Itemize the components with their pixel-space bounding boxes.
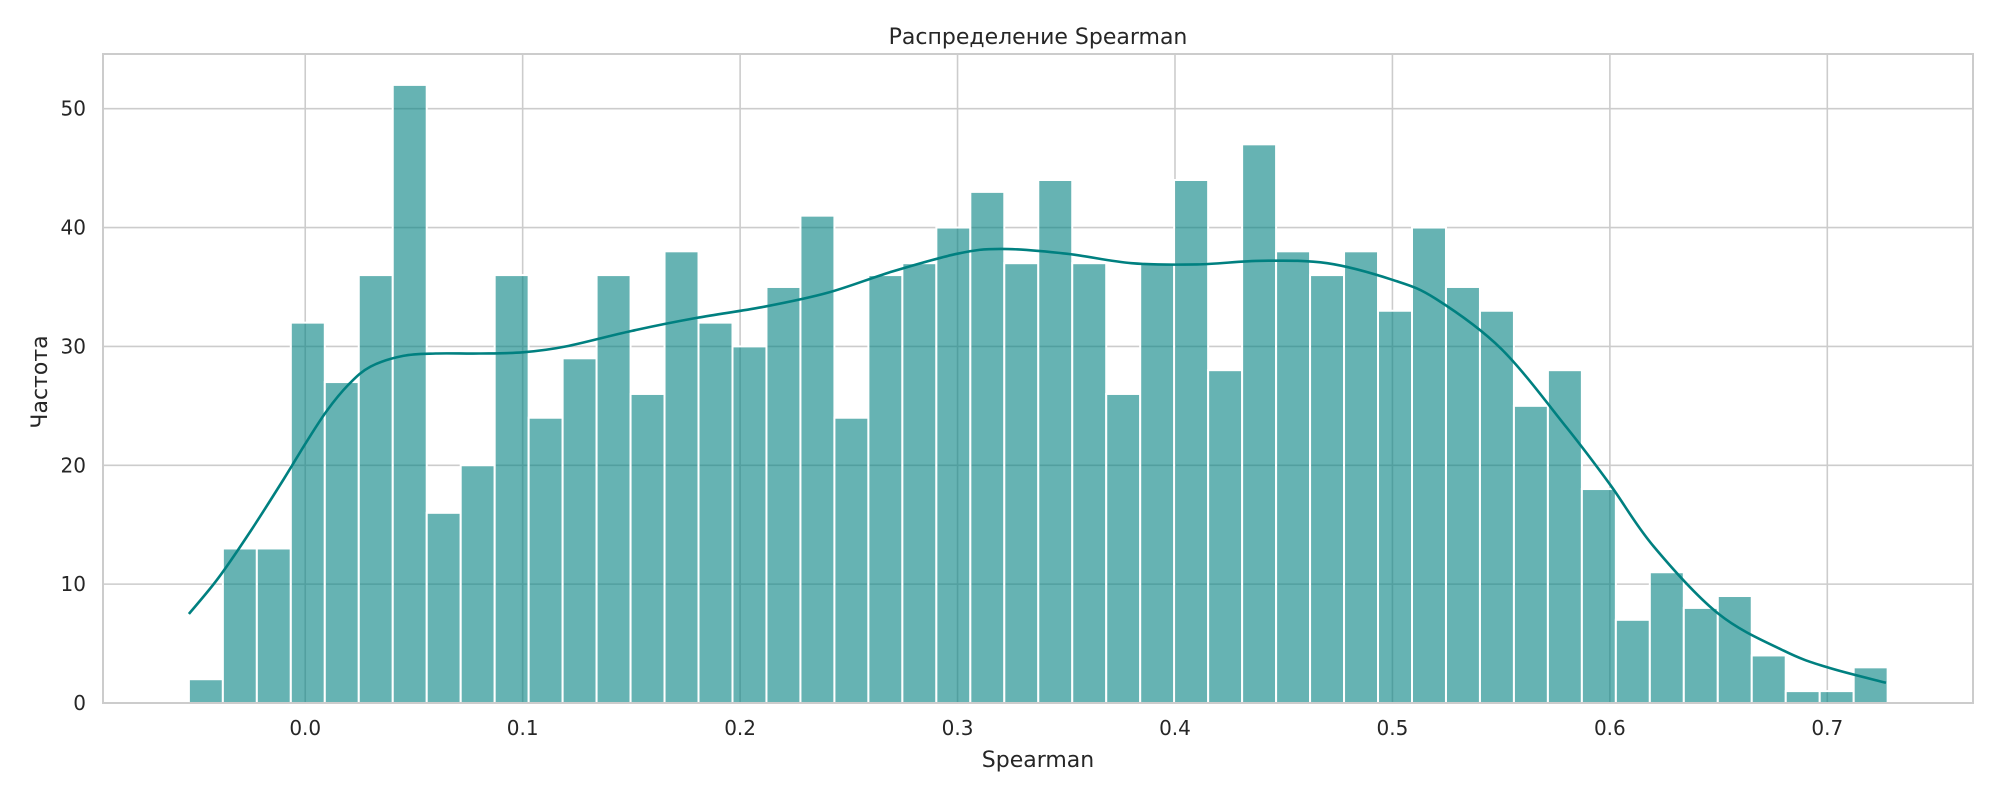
histogram-bar bbox=[629, 392, 666, 704]
y-tick-label: 20 bbox=[61, 453, 86, 477]
histogram-bar bbox=[1139, 262, 1176, 704]
histogram-bar bbox=[1003, 262, 1040, 704]
histogram-bar bbox=[1512, 404, 1549, 704]
x-tick-label: 0.2 bbox=[724, 716, 756, 740]
histogram-bar bbox=[1105, 392, 1142, 704]
x-tick-label: 0.0 bbox=[289, 716, 321, 740]
kde-curve bbox=[187, 247, 1887, 685]
histogram-bar bbox=[1411, 226, 1447, 705]
histogram-bar bbox=[799, 214, 836, 704]
x-tick-labels: 0.0 0.1 0.2 0.3 0.4 0.5 0.6 0.7 bbox=[289, 716, 1843, 740]
x-axis-label: Spearman bbox=[982, 748, 1094, 773]
histogram-bar bbox=[187, 678, 224, 705]
y-tick-label: 30 bbox=[61, 334, 86, 358]
histogram-bar bbox=[1682, 606, 1719, 705]
histogram-bar bbox=[697, 321, 734, 704]
histogram-bar bbox=[255, 547, 292, 704]
histogram-bar bbox=[1818, 690, 1855, 704]
chart-title: Распределение Spearman bbox=[889, 25, 1188, 50]
histogram-bar bbox=[969, 190, 1006, 704]
histogram-bar bbox=[357, 274, 394, 704]
histogram-bar bbox=[765, 285, 802, 704]
histogram-bar bbox=[901, 262, 938, 704]
x-tick-label: 0.5 bbox=[1377, 716, 1409, 740]
histogram-bar bbox=[1071, 262, 1108, 704]
histogram-bar bbox=[731, 345, 768, 704]
histogram-bar bbox=[1377, 309, 1413, 704]
x-tick-label: 0.6 bbox=[1594, 716, 1626, 740]
histogram-bar bbox=[1444, 285, 1481, 704]
y-tick-label: 0 bbox=[73, 691, 86, 715]
histogram-bar bbox=[1852, 666, 1889, 704]
histogram-bar bbox=[459, 464, 496, 704]
histogram-bar bbox=[1546, 369, 1583, 704]
histogram-bar bbox=[425, 511, 462, 704]
histogram-bar bbox=[527, 416, 564, 704]
histogram-bar bbox=[1784, 690, 1821, 704]
x-tick-label: 0.4 bbox=[1159, 716, 1191, 740]
x-tick-label: 0.1 bbox=[507, 716, 539, 740]
histogram-bar bbox=[1037, 178, 1074, 704]
histogram-bar bbox=[1241, 143, 1278, 705]
histogram-bar bbox=[1478, 309, 1515, 704]
histogram-bar bbox=[323, 381, 360, 704]
histogram-bar bbox=[935, 226, 972, 705]
histogram-bar bbox=[1343, 250, 1380, 704]
histogram-bar bbox=[1275, 250, 1312, 704]
x-tick-label: 0.3 bbox=[942, 716, 974, 740]
histogram-bar bbox=[1716, 595, 1753, 704]
y-tick-label: 40 bbox=[61, 216, 86, 240]
histogram-bar bbox=[833, 416, 870, 704]
histogram-bar bbox=[1173, 178, 1210, 704]
histogram-bar bbox=[493, 274, 530, 704]
histogram-bar bbox=[221, 547, 258, 704]
y-tick-labels: 0 10 20 30 40 50 bbox=[61, 97, 86, 715]
y-axis-label: Частота bbox=[28, 335, 53, 428]
histogram-bar bbox=[1580, 488, 1617, 704]
plot-frame bbox=[102, 53, 1974, 704]
histogram-bar bbox=[1614, 618, 1651, 704]
histogram-bars bbox=[187, 83, 1889, 705]
y-tick-label: 10 bbox=[61, 572, 86, 596]
histogram-bar bbox=[391, 83, 428, 704]
histogram-bar bbox=[561, 357, 598, 704]
x-tick-label: 0.7 bbox=[1811, 716, 1843, 740]
histogram-bar bbox=[1207, 369, 1244, 704]
histogram-bar bbox=[867, 274, 904, 704]
histogram-bar bbox=[1750, 654, 1787, 705]
histogram-bar bbox=[289, 321, 326, 704]
histogram-bar bbox=[1309, 274, 1346, 704]
y-tick-label: 50 bbox=[61, 97, 86, 121]
histogram-bar bbox=[1648, 571, 1685, 704]
